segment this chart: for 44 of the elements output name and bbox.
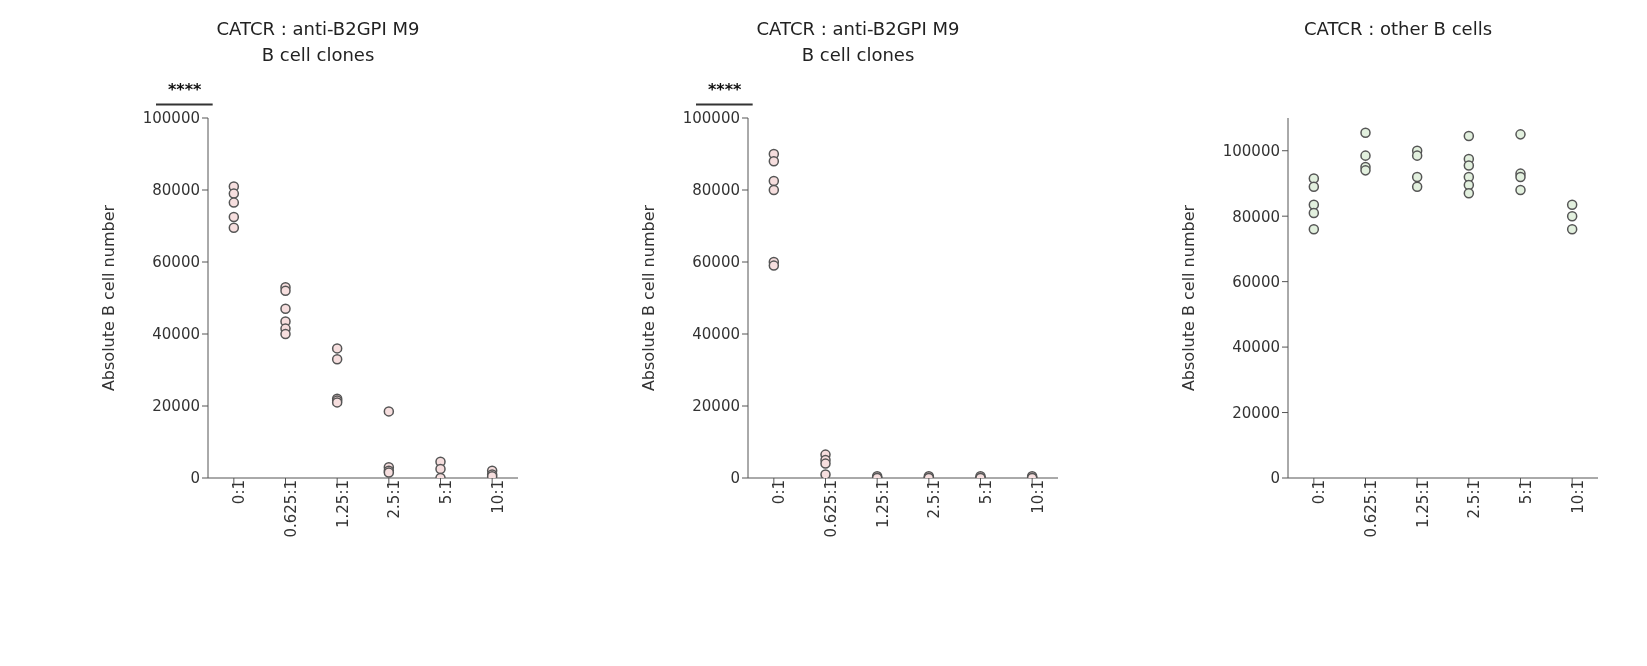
x-tick-label: 5:1 <box>977 480 996 505</box>
y-tick-label: 100000 <box>142 109 200 128</box>
x-tick-label: 0:1 <box>770 480 789 505</box>
x-tick-label: 10:1 <box>1028 480 1047 514</box>
y-tick-label: 20000 <box>1232 403 1280 422</box>
x-tick-label: 10:1 <box>488 480 507 514</box>
x-tick-label: 10:1 <box>1568 480 1587 514</box>
y-tick-label: 80000 <box>692 181 740 200</box>
x-tick-label: 0.625:1 <box>822 480 841 538</box>
y-tick-label: 40000 <box>1232 338 1280 357</box>
y-tick-label: 0 <box>730 469 740 488</box>
y-tick-label: 40000 <box>152 325 200 344</box>
x-tick-label: 1.25:1 <box>873 480 892 528</box>
y-axis-title: Absolute B cell number <box>638 204 658 392</box>
y-tick-label: 20000 <box>152 397 200 416</box>
y-axis-title: Absolute B cell number <box>1178 204 1198 392</box>
x-tick-label: 0.625:1 <box>282 480 301 538</box>
y-tick-label: 20000 <box>692 397 740 416</box>
x-tick-label: 1.25:1 <box>1413 480 1432 528</box>
y-tick-label: 80000 <box>1232 207 1280 226</box>
x-tick-label: 5:1 <box>1517 480 1536 505</box>
x-tick-label: 0.625:1 <box>1362 480 1381 538</box>
chart-title: CATCR : anti-B2GPI M9 B cell clones <box>215 17 421 67</box>
x-tick-label: 1.25:1 <box>333 480 352 528</box>
y-tick-label: 40000 <box>692 325 740 344</box>
chart-title: CATCR : anti-B2GPI M9 B cell clones <box>755 17 961 67</box>
y-tick-label: 60000 <box>1232 272 1280 291</box>
y-tick-label: 80000 <box>152 181 200 200</box>
x-tick-label: 5:1 <box>437 480 456 505</box>
x-tick-label: 2.5:1 <box>1465 480 1484 519</box>
y-axis-title: Absolute B cell number <box>98 204 118 392</box>
text: **** <box>707 80 742 99</box>
y-tick-label: 60000 <box>152 253 200 272</box>
y-tick-label: 100000 <box>682 109 740 128</box>
y-tick-label: 100000 <box>1222 142 1280 161</box>
y-tick-label: 60000 <box>692 253 740 272</box>
y-tick-label: 0 <box>190 469 200 488</box>
x-tick-label: 2.5:1 <box>385 480 404 519</box>
chart-title: CATCR : other B cells <box>1302 17 1494 41</box>
x-tick-label: 0:1 <box>1310 480 1329 505</box>
y-tick-label: 0 <box>1270 469 1280 488</box>
x-tick-label: 0:1 <box>230 480 249 505</box>
x-tick-label: 2.5:1 <box>925 480 944 519</box>
text: **** <box>167 80 202 99</box>
